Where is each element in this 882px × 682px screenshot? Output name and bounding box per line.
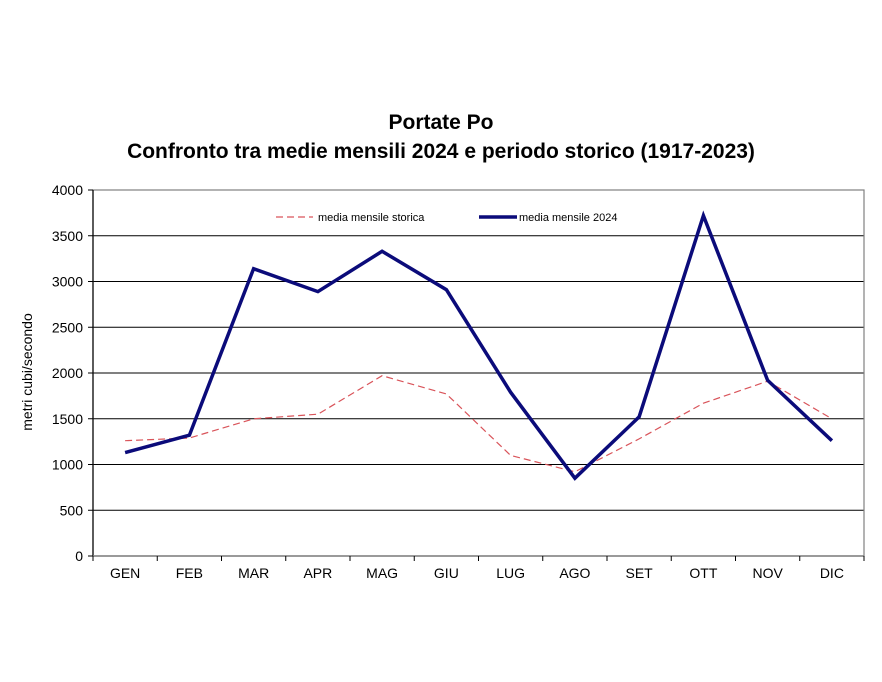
chart-subtitle: Confronto tra medie mensili 2024 e perio… [127,140,755,163]
axes [88,189,865,561]
legend-current-label: media mensile 2024 [519,212,617,224]
x-tick-label: AGO [559,565,590,581]
y-tick-label: 1500 [52,411,83,427]
x-tick-label: DIC [820,565,844,581]
x-tick-label: LUG [496,565,525,581]
y-tick-label: 3500 [52,228,83,244]
y-tick-label: 2500 [52,319,83,335]
legend: media mensile storica media mensile 2024 [276,212,617,224]
x-axis-ticks: GEN FEB MAR APR MAG GIU LUG AGO SET OTT NOV DIC [110,565,844,581]
y-tick-label: 1000 [52,457,83,473]
x-tick-label: MAG [366,565,398,581]
y-tick-label: 3000 [52,274,83,290]
series-historical-line [125,375,833,473]
x-tick-label: OTT [689,565,717,581]
x-tick-label: GEN [110,565,140,581]
x-tick-label: MAR [238,565,269,581]
x-tick-label: NOV [752,565,783,581]
series-2024-line [124,210,834,481]
gridlines [93,189,864,511]
x-tick-label: FEB [176,565,203,581]
x-tick-label: SET [626,565,654,581]
x-tick-label: APR [303,565,332,581]
data-series [124,210,834,481]
y-axis-ticks: 0 500 1000 1500 2000 2500 3000 3500 4000 [52,182,83,564]
y-tick-label: 2000 [52,365,83,381]
chart-title: Portate Po [388,111,494,134]
y-tick-label: 0 [75,548,83,564]
legend-historical-label: media mensile storica [318,212,425,224]
x-tick-label: GIU [434,565,459,581]
y-tick-label: 500 [60,502,84,518]
y-tick-label: 4000 [52,182,83,198]
